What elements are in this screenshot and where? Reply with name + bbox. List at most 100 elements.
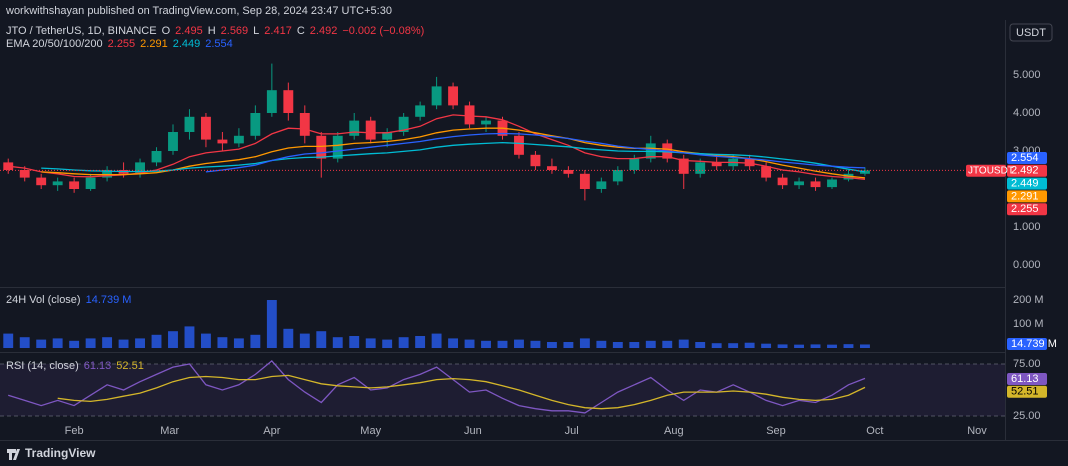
axis-price-label-bg — [1007, 164, 1047, 177]
volume-bar — [827, 344, 837, 348]
volume-bar — [695, 342, 706, 348]
volume-bar — [662, 340, 673, 348]
x-tick-label: Feb — [65, 425, 84, 437]
volume-bar — [283, 328, 294, 348]
volume-bar — [629, 342, 640, 348]
x-tick-label: Mar — [160, 425, 179, 437]
candle-body — [761, 166, 772, 178]
volume-bar — [332, 337, 343, 348]
axis-price-label-bg — [1007, 152, 1047, 164]
x-tick-label: Apr — [263, 425, 280, 437]
volume-bar — [135, 338, 145, 348]
volume-bar — [382, 339, 393, 348]
currency-label[interactable]: USDT — [1016, 27, 1046, 39]
rsi-line — [8, 359, 866, 414]
candle-body — [332, 135, 343, 159]
indicator-value: 2.449 — [173, 38, 201, 50]
volume-bar — [266, 300, 277, 348]
currency-button[interactable] — [1009, 23, 1053, 42]
indicator-value: 2.255 — [108, 38, 136, 50]
candle-body — [448, 86, 459, 106]
candle-body — [810, 181, 821, 188]
volume-bar — [299, 333, 310, 348]
candle-body — [827, 179, 837, 188]
candle-body — [52, 181, 63, 186]
volume-bar — [579, 338, 590, 348]
footer-brand: TradingView — [25, 446, 96, 460]
volume-bar — [645, 340, 656, 348]
rsi-line — [57, 374, 866, 410]
rsi-band — [0, 364, 1005, 416]
symbol-tag-bg — [966, 164, 1006, 177]
candle-body — [514, 135, 524, 155]
ohlc-value: 2.569 — [221, 25, 249, 37]
volume-bar — [612, 342, 623, 348]
candle-body — [464, 105, 475, 125]
volume-bar — [349, 336, 360, 348]
indicator-name: EMA 20/50/100/200 — [6, 38, 103, 50]
volume-bar — [3, 333, 14, 348]
candle-body — [266, 90, 277, 113]
candle-body — [777, 177, 788, 186]
volume-bar — [19, 337, 30, 348]
volume-bar — [843, 344, 854, 348]
axis-price-label: 2.291 — [1011, 190, 1039, 202]
axis-price-label: 2.492 — [1011, 165, 1039, 177]
symbol-tag: JTOUSDT — [968, 165, 1014, 176]
candle-body — [629, 158, 640, 171]
indicator-name: RSI (14, close) — [6, 360, 79, 372]
candle-body — [217, 139, 228, 144]
volume-bar — [711, 343, 722, 348]
symbol-title: JTO / TetherUS, 1D, BINANCE — [6, 25, 157, 37]
volume-bar — [217, 337, 228, 348]
volume-bar — [52, 338, 63, 348]
candle-body — [102, 170, 113, 178]
candle-body — [711, 162, 722, 167]
candle-body — [135, 162, 145, 174]
axis-rsi-label: 61.13 — [1011, 373, 1039, 385]
ohlc-key: C — [297, 25, 305, 37]
x-tick-label: Sep — [766, 425, 786, 437]
volume-bar — [415, 336, 426, 348]
volume-bar — [365, 338, 376, 348]
indicator-value: 2.554 — [205, 38, 233, 50]
volume-bar — [69, 340, 80, 348]
y-tick-label: 0.000 — [1013, 259, 1041, 271]
volume-bar — [250, 334, 261, 348]
candle-body — [744, 158, 755, 167]
volume-bar — [151, 334, 162, 348]
y-tick-label: 1.000 — [1013, 221, 1041, 233]
volume-bar — [777, 344, 788, 348]
candle-body — [365, 120, 376, 140]
volume-bar — [36, 339, 47, 348]
y-tick-label: 5.000 — [1013, 69, 1041, 81]
candle-body — [85, 177, 96, 190]
candle-body — [69, 181, 80, 190]
candle-body — [612, 170, 623, 182]
volume-bar — [497, 340, 508, 348]
volume-bar — [728, 343, 739, 348]
candle-body — [283, 90, 294, 113]
candle-body — [250, 112, 261, 136]
logo — [7, 449, 20, 460]
volume-bar — [481, 340, 491, 348]
ohlc-value: 2.417 — [264, 25, 292, 37]
ohlc-key: H — [208, 25, 216, 37]
volume-bar — [546, 342, 557, 348]
candle-body — [19, 170, 30, 178]
candle-body — [579, 173, 590, 190]
x-tick-label: Oct — [866, 425, 883, 437]
candle-body — [168, 131, 178, 151]
axis-price-label: 2.554 — [1011, 152, 1039, 164]
volume-bar — [678, 339, 689, 348]
candle-body — [299, 112, 310, 136]
y-tick-label: 4.000 — [1013, 107, 1041, 119]
candle-body — [794, 181, 804, 186]
volume-bar — [184, 326, 195, 348]
ohlc-value: 2.495 — [175, 25, 203, 37]
volume-bar — [514, 339, 524, 348]
axis-rsi-label-bg — [1007, 385, 1047, 398]
